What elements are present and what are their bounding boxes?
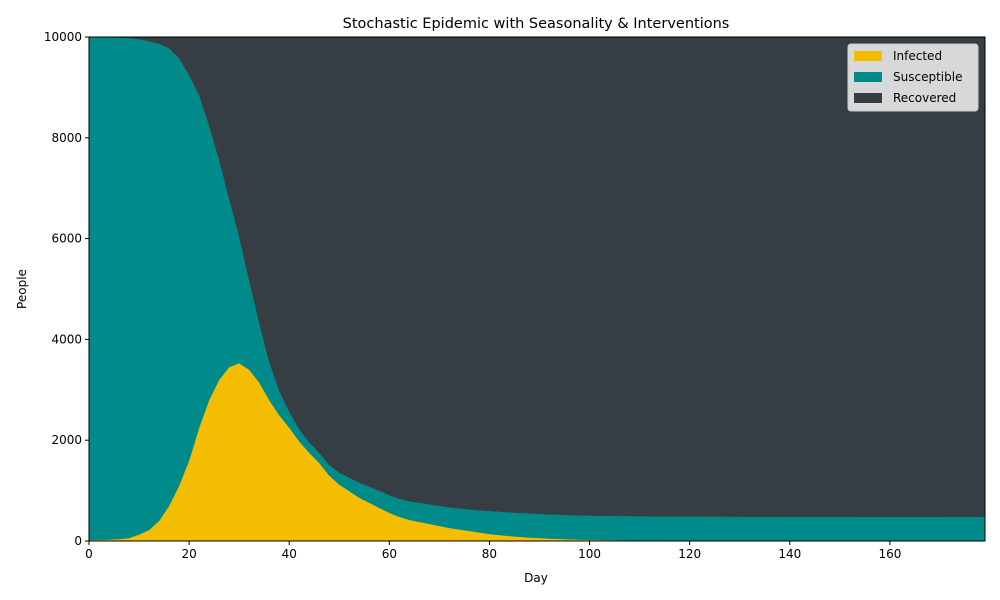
x-tick-label: 40 (282, 547, 297, 561)
legend-swatch-infected (854, 51, 882, 61)
plot-frame (88, 36, 986, 542)
x-axis-label: Day (524, 571, 548, 585)
y-tick-label: 8000 (51, 131, 82, 145)
y-tick-label: 0 (74, 534, 82, 548)
x-tick-label: 0 (85, 547, 93, 561)
x-tick-label: 80 (482, 547, 497, 561)
x-tick-label: 160 (878, 547, 901, 561)
x-tick-label: 20 (181, 547, 196, 561)
x-tick-label: 120 (678, 547, 701, 561)
plot-areas (88, 36, 986, 542)
y-tick-label: 6000 (51, 232, 82, 246)
legend-swatch-susceptible (854, 72, 882, 82)
x-tick-label: 100 (578, 547, 601, 561)
legend-label-susceptible: Susceptible (893, 70, 962, 84)
x-tick-label: 140 (778, 547, 801, 561)
x-axis: 0 20 40 60 80 100 120 140 160 (85, 541, 901, 561)
legend-swatch-recovered (854, 93, 882, 103)
y-tick-label: 2000 (51, 433, 82, 447)
legend-label-infected: Infected (893, 49, 942, 63)
legend-label-recovered: Recovered (893, 91, 956, 105)
y-tick-label: 10000 (44, 30, 82, 44)
y-axis: 0 2000 4000 6000 8000 10000 (44, 30, 89, 548)
chart-title: Stochastic Epidemic with Seasonality & I… (343, 16, 730, 32)
y-tick-label: 4000 (51, 332, 82, 346)
legend: Infected Susceptible Recovered (847, 43, 979, 112)
x-tick-label: 60 (382, 547, 397, 561)
y-axis-label: People (15, 269, 29, 309)
